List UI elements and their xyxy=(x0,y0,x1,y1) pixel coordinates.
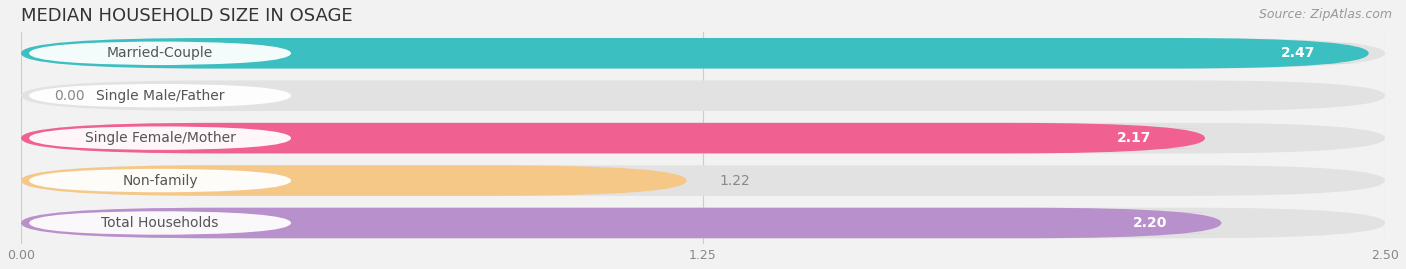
Text: Non-family: Non-family xyxy=(122,174,198,187)
Text: Single Male/Father: Single Male/Father xyxy=(96,89,225,103)
FancyBboxPatch shape xyxy=(1080,213,1220,233)
FancyBboxPatch shape xyxy=(21,165,1385,196)
FancyBboxPatch shape xyxy=(21,208,1385,238)
FancyBboxPatch shape xyxy=(21,38,1369,69)
FancyBboxPatch shape xyxy=(30,211,291,235)
Text: Source: ZipAtlas.com: Source: ZipAtlas.com xyxy=(1258,8,1392,21)
FancyBboxPatch shape xyxy=(21,165,686,196)
Text: 2.20: 2.20 xyxy=(1133,216,1167,230)
FancyBboxPatch shape xyxy=(30,169,291,192)
FancyBboxPatch shape xyxy=(1227,43,1368,63)
FancyBboxPatch shape xyxy=(1064,128,1205,148)
Text: 2.17: 2.17 xyxy=(1116,131,1152,145)
Text: Single Female/Mother: Single Female/Mother xyxy=(84,131,236,145)
FancyBboxPatch shape xyxy=(21,208,1222,238)
Text: Married-Couple: Married-Couple xyxy=(107,46,214,60)
FancyBboxPatch shape xyxy=(21,38,1385,69)
FancyBboxPatch shape xyxy=(21,123,1205,153)
Text: Total Households: Total Households xyxy=(101,216,219,230)
Text: 2.47: 2.47 xyxy=(1281,46,1315,60)
Text: 0.00: 0.00 xyxy=(53,89,84,103)
FancyBboxPatch shape xyxy=(21,80,1385,111)
Text: 1.22: 1.22 xyxy=(720,174,751,187)
FancyBboxPatch shape xyxy=(30,84,291,108)
FancyBboxPatch shape xyxy=(30,126,291,150)
FancyBboxPatch shape xyxy=(30,41,291,65)
FancyBboxPatch shape xyxy=(21,123,1385,153)
Text: MEDIAN HOUSEHOLD SIZE IN OSAGE: MEDIAN HOUSEHOLD SIZE IN OSAGE xyxy=(21,7,353,25)
